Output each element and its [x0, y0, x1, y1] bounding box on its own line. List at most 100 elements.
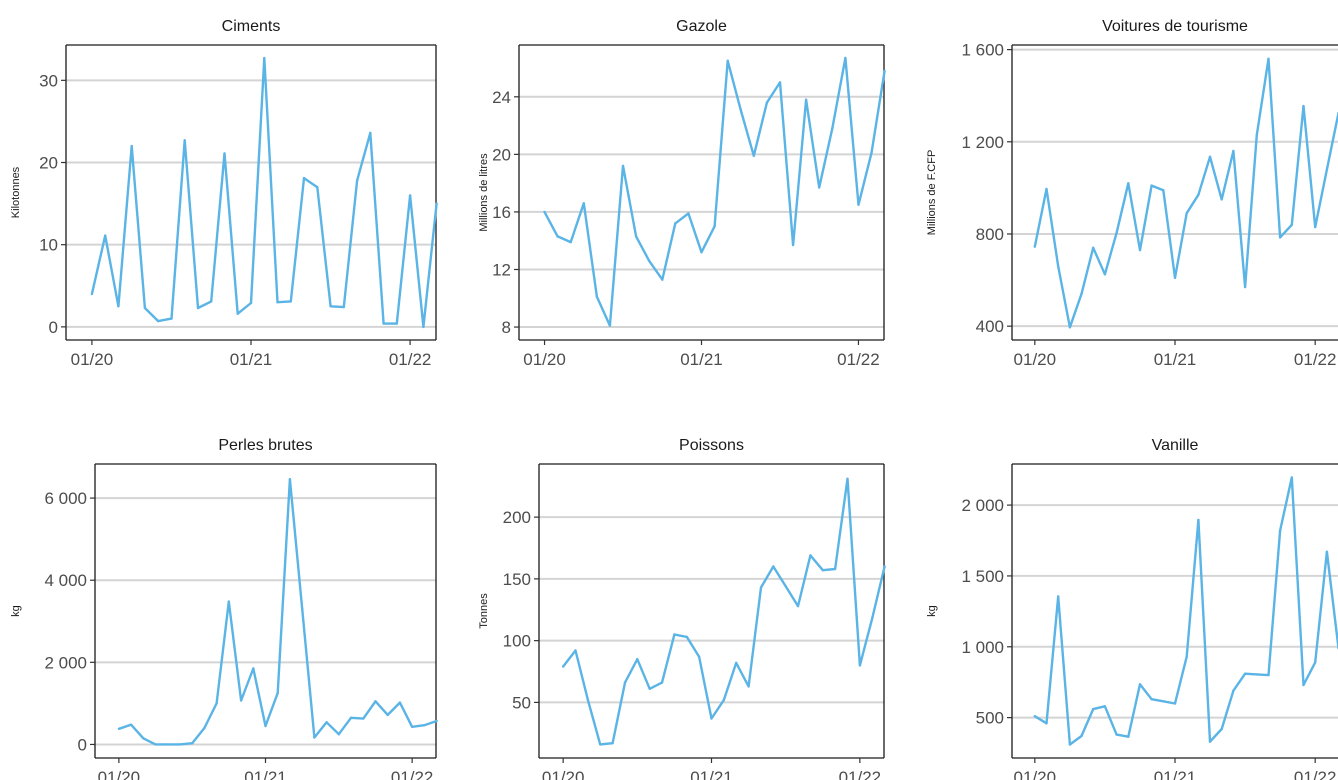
data-point — [1173, 702, 1177, 705]
data-point — [203, 726, 206, 730]
data-point — [422, 325, 425, 329]
data-point — [1325, 550, 1329, 553]
data-point — [1162, 189, 1165, 192]
data-point — [210, 300, 213, 303]
panel-title: Ciments — [222, 18, 281, 35]
data-point — [355, 179, 359, 182]
panel-title: Poissons — [679, 437, 744, 454]
chart-panel-2: 8 12 16 20 24 01/20 01/21 01/22 Gazole Millions d… — [478, 18, 886, 369]
data-point — [90, 292, 94, 296]
data-point — [1314, 661, 1317, 664]
data-point — [1068, 743, 1072, 746]
data-point — [1232, 149, 1235, 153]
data-point — [660, 681, 664, 684]
y-tick-label: 150 — [503, 570, 531, 589]
data-point — [1232, 689, 1235, 692]
data-point — [1138, 248, 1142, 252]
data-point — [1197, 193, 1200, 196]
data-point — [883, 565, 886, 568]
data-point — [129, 723, 133, 726]
y-tick-label: 20 — [492, 145, 511, 164]
data-point — [1057, 265, 1060, 268]
y-tick-label: 12 — [492, 260, 511, 279]
data-point — [386, 713, 389, 717]
data-point — [752, 154, 755, 157]
y-tick-label: 2 000 — [44, 653, 87, 672]
data-point — [408, 194, 412, 197]
data-point — [143, 306, 147, 310]
data-point — [1033, 715, 1037, 718]
data-point — [398, 701, 402, 704]
data-point — [1057, 595, 1060, 598]
data-point — [1173, 276, 1177, 279]
data-point — [1220, 727, 1223, 731]
data-point — [1127, 182, 1130, 185]
data-point — [289, 300, 292, 303]
data-point — [301, 607, 304, 611]
series-line — [1033, 57, 1338, 329]
series-line — [562, 477, 886, 746]
series-line — [90, 56, 438, 329]
chart-panel-1: 0 10 20 30 01/20 01/21 01/22 Ciments Kilotonnes — [10, 18, 438, 369]
y-tick-label: 0 — [49, 318, 58, 337]
data-point — [236, 312, 239, 315]
x-tick-label: 01/20 — [523, 350, 566, 369]
data-point — [661, 278, 664, 281]
data-point — [1267, 57, 1270, 60]
data-point — [821, 569, 824, 572]
x-tick-label: 01/21 — [680, 350, 723, 369]
chart-panel-4: 0 2 000 4 000 6 000 01/20 01/21 01/22 Perles br… — [10, 437, 438, 780]
data-point — [611, 742, 614, 745]
data-point — [569, 240, 572, 244]
y-tick-label: 4 000 — [44, 571, 87, 590]
data-point — [710, 717, 713, 720]
data-point — [154, 743, 157, 746]
series-line — [118, 478, 437, 746]
data-point — [1267, 673, 1270, 677]
y-tick-label: 200 — [503, 508, 531, 527]
data-point — [687, 212, 690, 215]
data-point — [621, 164, 625, 168]
x-tick-label: 01/21 — [230, 350, 273, 369]
y-axis-label: Millions de F.CFP — [926, 150, 938, 236]
data-point — [1150, 184, 1153, 187]
data-point — [1314, 225, 1317, 229]
chart-panel-6: 500 1 000 1 500 2 000 01/20 01/21 01/22 Vanille… — [926, 437, 1338, 780]
data-point — [329, 305, 332, 308]
data-point — [1290, 223, 1294, 226]
y-tick-label: 100 — [503, 632, 531, 651]
data-point — [170, 317, 173, 320]
x-tick-label: 01/22 — [837, 350, 880, 369]
data-point — [263, 56, 266, 60]
data-point — [157, 319, 160, 323]
data-point — [1278, 529, 1282, 532]
data-point — [369, 131, 372, 135]
data-point — [636, 658, 639, 661]
data-point — [1045, 187, 1048, 191]
data-point — [264, 724, 267, 728]
series-line — [1034, 476, 1338, 746]
y-axis-label: kg — [10, 605, 22, 617]
x-tick-label: 01/20 — [71, 350, 114, 369]
panel-title: Gazole — [676, 18, 727, 35]
y-tick-label: 1 200 — [961, 133, 1004, 152]
data-point — [316, 186, 319, 189]
data-point — [1080, 292, 1083, 296]
data-point — [104, 234, 107, 237]
chart-panel-3: 400 800 1 200 1 600 01/20 01/21 01/22 Voitures … — [926, 18, 1338, 369]
data-point — [276, 691, 279, 695]
y-axis-label: Kilotonnes — [10, 166, 22, 218]
data-point — [1092, 707, 1095, 711]
y-axis-label: kg — [926, 605, 938, 617]
y-tick-label: 0 — [78, 735, 87, 754]
data-point — [239, 699, 243, 702]
data-point — [833, 567, 837, 571]
data-point — [648, 259, 651, 263]
y-tick-label: 20 — [39, 154, 58, 173]
data-point — [1208, 740, 1212, 743]
data-point — [249, 301, 253, 305]
data-point — [117, 727, 121, 730]
data-point — [1302, 683, 1305, 687]
y-tick-label: 24 — [492, 88, 511, 107]
